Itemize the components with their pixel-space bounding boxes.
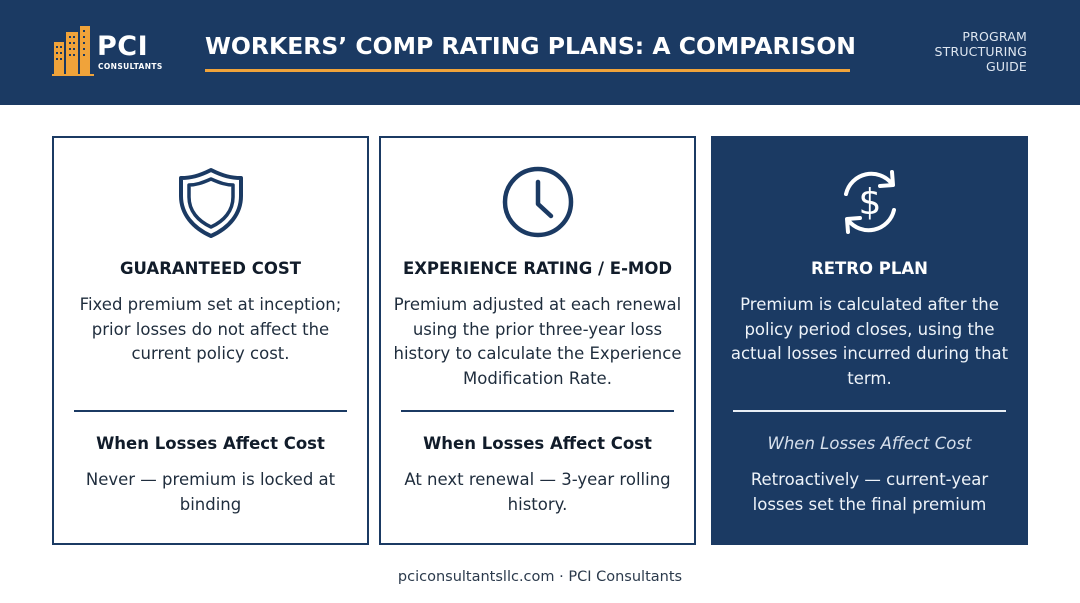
card-divider — [401, 410, 674, 412]
card-loss-timing: At next renewal — 3-year rolling history… — [404, 470, 671, 514]
card-subheading: When Losses Affect Cost — [96, 434, 325, 453]
card-divider — [74, 410, 347, 412]
card-subheading: When Losses Affect Cost — [767, 434, 972, 453]
title-underline — [205, 69, 850, 72]
footer-credit: pciconsultantsllc.com · PCI Consultants — [397, 569, 683, 585]
card-loss-timing: Retroactively — current-year losses set … — [750, 470, 989, 514]
tagline-line: STRUCTURING — [934, 44, 1027, 59]
card-loss-timing: Never — premium is locked at binding — [85, 470, 336, 514]
card-description: Fixed premium set at inception; prior lo… — [79, 295, 342, 363]
card-title: RETRO PLAN — [811, 259, 928, 278]
guide-tagline: PROGRAM STRUCTURING GUIDE — [877, 29, 1027, 74]
logo-subtext: CONSULTANTS — [98, 62, 163, 71]
logo-wordmark: PCI — [97, 31, 149, 62]
dollar-cycle-icon: $ — [843, 170, 896, 234]
shield-icon — [178, 168, 243, 238]
card-title: GUARANTEED COST — [119, 259, 301, 278]
card-experience-rating: EXPERIENCE RATING / E-MOD Premium adjust… — [379, 136, 696, 545]
card-divider — [733, 410, 1006, 412]
card-title: EXPERIENCE RATING / E-MOD — [402, 259, 673, 278]
building-logo-icon — [52, 26, 94, 76]
svg-text:$: $ — [858, 182, 881, 223]
card-description: Premium adjusted at each renewal using t… — [393, 295, 682, 388]
clock-icon — [502, 166, 573, 238]
tagline-line: GUIDE — [985, 59, 1027, 74]
card-guaranteed-cost: GUARANTEED COST Fixed premium set at inc… — [52, 136, 369, 545]
card-description: Premium is calculated after the policy p… — [730, 295, 1009, 388]
page-title: WORKERS’ COMP RATING PLANS: A COMPARISON — [205, 32, 856, 60]
header-banner: PCI CONSULTANTS WORKERS’ COMP RATING PLA… — [0, 0, 1080, 105]
card-retro-plan: $ RETRO PLAN Premium is calculated after… — [711, 136, 1028, 545]
tagline-line: PROGRAM — [962, 29, 1027, 44]
card-subheading: When Losses Affect Cost — [423, 434, 652, 453]
